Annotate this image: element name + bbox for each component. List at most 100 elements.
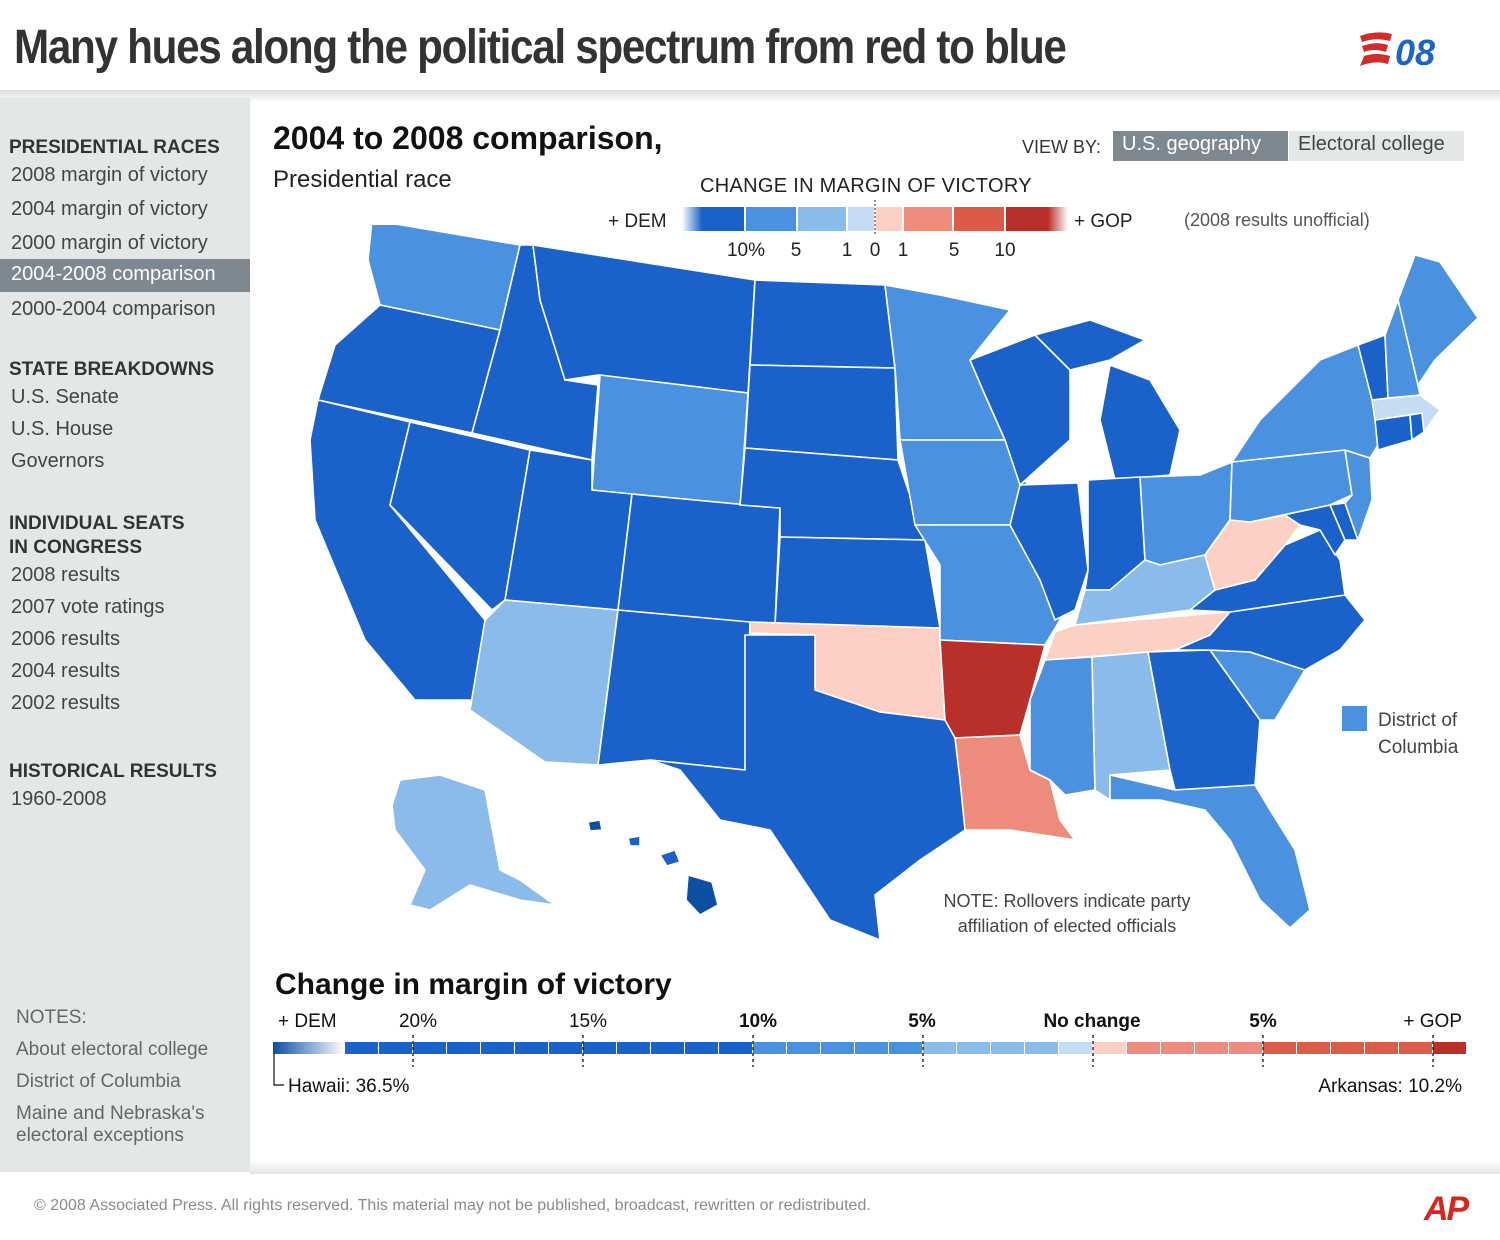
scale-cell xyxy=(1263,1042,1296,1054)
svg-text:08: 08 xyxy=(1395,32,1435,73)
scale-cells xyxy=(345,1042,1466,1054)
scale-cell xyxy=(1365,1042,1398,1054)
legend-swatch-dem-light xyxy=(798,207,846,231)
note-link-maine-nebraska[interactable]: Maine and Nebraska's xyxy=(16,1103,205,1124)
nav-item-2002-results[interactable]: 2002 results xyxy=(11,692,120,714)
nav-item-2004-results[interactable]: 2004 results xyxy=(11,660,120,682)
scale-extreme-right: Arkansas: 10.2% xyxy=(1318,1076,1462,1097)
map-title: 2004 to 2008 comparison, xyxy=(273,120,663,156)
notes-heading: NOTES: xyxy=(16,1007,87,1028)
scale-cell xyxy=(1297,1042,1330,1054)
toggle-label: Electoral college xyxy=(1298,133,1445,155)
nav-item-2006-results[interactable]: 2006 results xyxy=(11,628,120,650)
state-florida[interactable] xyxy=(1109,774,1311,929)
scale-cell xyxy=(991,1042,1024,1054)
state-kansas[interactable] xyxy=(774,536,941,629)
state-texas[interactable] xyxy=(649,634,966,941)
legend-tick: 1 xyxy=(898,240,909,261)
scale-cell xyxy=(821,1042,854,1054)
scale-cell xyxy=(617,1042,650,1054)
scale-cell xyxy=(481,1042,514,1054)
scale-label-5-gop: 5% xyxy=(1249,1011,1277,1032)
state-wyoming[interactable] xyxy=(591,374,749,511)
state-arizona[interactable] xyxy=(469,599,619,766)
nav-item-1960-2008[interactable]: 1960-2008 xyxy=(11,788,107,810)
nav-item-2008-results[interactable]: 2008 results xyxy=(11,564,120,586)
nav-item-2004-margin[interactable]: 2004 margin of victory xyxy=(11,198,208,220)
view-toggle-electoral-college[interactable]: Electoral college xyxy=(1289,131,1464,161)
scale-cell xyxy=(1059,1042,1092,1054)
state-new-york[interactable] xyxy=(1231,344,1379,463)
state-louisiana[interactable] xyxy=(954,734,1076,841)
state-south-dakota[interactable] xyxy=(744,364,899,461)
unofficial-note: (2008 results unofficial) xyxy=(1184,210,1370,230)
legend-tick: 10% xyxy=(727,240,765,261)
state-north-carolina[interactable] xyxy=(1174,594,1366,671)
view-toggle-geography[interactable]: U.S. geography xyxy=(1113,131,1288,161)
legend-tick: 1 xyxy=(842,240,853,261)
nav-item-senate[interactable]: U.S. Senate xyxy=(11,386,119,408)
note-link-dc[interactable]: District of Columbia xyxy=(16,1071,181,1092)
state-alaska[interactable] xyxy=(391,774,556,911)
scale-cell xyxy=(1025,1042,1058,1054)
scale-title: Change in margin of victory xyxy=(275,968,672,1001)
scale-cell xyxy=(1127,1042,1160,1054)
note-link-electoral-college[interactable]: About electoral college xyxy=(16,1039,209,1060)
legend-swatch-dem-strong xyxy=(702,207,744,231)
state-connecticut[interactable] xyxy=(1374,414,1413,451)
nav-item-2007-vote-ratings[interactable]: 2007 vote ratings xyxy=(11,596,165,618)
state-michigan-upper[interactable] xyxy=(1034,319,1146,371)
nav-item-2000-margin[interactable]: 2000 margin of victory xyxy=(11,232,208,254)
state-mississippi[interactable] xyxy=(1029,656,1096,796)
nav-item-2008-margin[interactable]: 2008 margin of victory xyxy=(11,164,208,186)
nav-item-label: 2004-2008 comparison xyxy=(11,263,216,285)
state-illinois[interactable] xyxy=(1009,482,1089,621)
copyright-footer: © 2008 Associated Press. All rights rese… xyxy=(34,1197,871,1214)
scale-cell xyxy=(651,1042,684,1054)
state-oregon[interactable] xyxy=(317,304,501,434)
state-new-hampshire[interactable] xyxy=(1384,299,1421,399)
nav-item-house[interactable]: U.S. House xyxy=(11,418,114,440)
content-bottom-shade xyxy=(250,1160,1500,1174)
legend-tick: 5 xyxy=(949,240,960,261)
us-map xyxy=(309,225,1479,941)
scale-label-dem: + DEM xyxy=(278,1011,337,1032)
dc-swatch[interactable] xyxy=(1342,706,1367,731)
state-michigan-lower[interactable] xyxy=(1099,364,1181,481)
scale-cell xyxy=(583,1042,616,1054)
state-montana[interactable] xyxy=(532,244,756,394)
state-hawaii-kauai[interactable] xyxy=(587,819,603,832)
state-nevada[interactable] xyxy=(389,421,531,611)
nav-heading-presidential: PRESIDENTIAL RACES xyxy=(9,137,220,158)
legend-gop-fade xyxy=(1048,207,1068,231)
state-hawaii-big-island[interactable] xyxy=(685,874,719,916)
state-maine[interactable] xyxy=(1397,254,1479,386)
nav-item-governors[interactable]: Governors xyxy=(11,450,105,472)
scale-cell xyxy=(719,1042,752,1054)
state-new-mexico[interactable] xyxy=(597,609,751,771)
page-title: Many hues along the political spectrum f… xyxy=(14,21,1067,74)
flag-e-icon xyxy=(1360,32,1392,66)
nav-heading-in-congress: IN CONGRESS xyxy=(9,537,143,558)
scale-label-15: 15% xyxy=(569,1011,607,1032)
state-colorado[interactable] xyxy=(617,493,781,626)
scale-cell xyxy=(957,1042,990,1054)
scale-extreme-left: Hawaii: 36.5% xyxy=(288,1076,410,1097)
e08-logo: 08 xyxy=(1360,32,1435,73)
nav-heading-historical: HISTORICAL RESULTS xyxy=(9,761,217,782)
nav-item-2000-2004-comparison[interactable]: 2000-2004 comparison xyxy=(11,298,216,320)
legend-tick: 0 xyxy=(870,240,881,261)
scale-cell xyxy=(1331,1042,1364,1054)
legend-swatch-gop-mid xyxy=(904,207,952,231)
state-hawaii-maui[interactable] xyxy=(659,849,681,867)
nav-item-2004-2008-comparison[interactable]: 2004-2008 comparison xyxy=(0,259,250,292)
state-north-dakota[interactable] xyxy=(749,279,896,369)
state-hawaii-oahu[interactable] xyxy=(627,835,641,847)
hawaii-marker xyxy=(273,1054,284,1086)
ap-logo: AP xyxy=(1424,1190,1469,1228)
scale-cell xyxy=(379,1042,412,1054)
scale-label-gop: + GOP xyxy=(1403,1011,1462,1032)
dc-label-line: Columbia xyxy=(1378,737,1459,758)
note-link-electoral-exceptions[interactable]: electoral exceptions xyxy=(16,1125,184,1146)
legend-dem-label: + DEM xyxy=(608,211,667,232)
